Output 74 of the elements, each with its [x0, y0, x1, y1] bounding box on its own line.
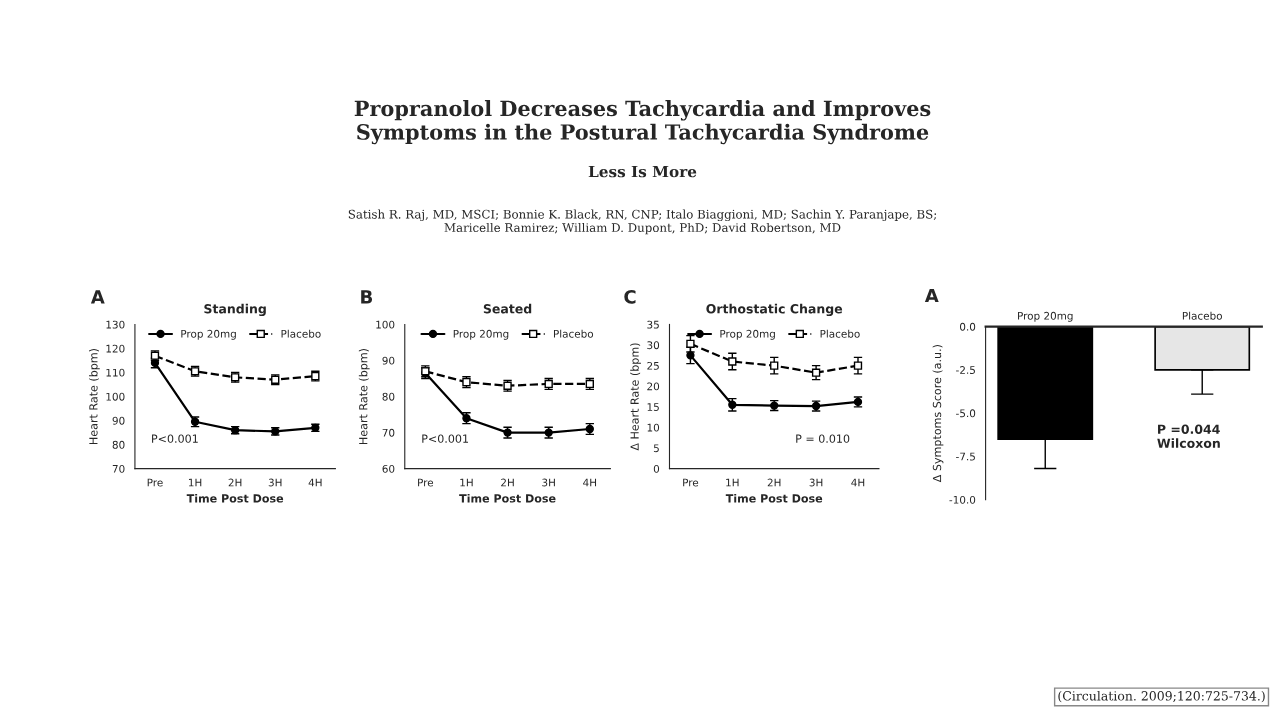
point: [770, 361, 779, 370]
legend-label: Prop 20mg: [181, 329, 236, 340]
y-tick-label: 90: [382, 356, 395, 365]
y-tick-label: 0: [653, 464, 660, 473]
y-tick-label: 80: [382, 392, 395, 401]
text: Satish R. Raj, MD, MSCI; Bonnie K. Black, RN, CNP; Italo Biaggioni, MD; Sachin Y. Paranjape, BS; Maricelle Ramirez; William D. Dupont, PhD; David Robertson, MD: [348, 209, 937, 235]
chart-title: Standing: [204, 303, 266, 317]
x-axis-title: Time Post Dose: [725, 494, 823, 503]
chart-title: Orthostatic Change: [706, 303, 843, 317]
y-tick-label: 130: [106, 320, 125, 329]
point: [811, 368, 821, 377]
text: Propranolol Decreases Tachycardia and Improves Symptoms in the Postural Tachycardia Syndrome: [354, 100, 931, 145]
legend-label: Placebo: [820, 329, 860, 338]
text: Less Is More: [588, 165, 697, 178]
y-tick-label: 10: [647, 423, 660, 432]
x-tick-label: 2H: [501, 478, 514, 487]
text: (Circulation. 2009;120:725-734.): [1058, 690, 1265, 703]
text: A: [924, 288, 939, 303]
y-tick-label: -2.5: [956, 366, 975, 374]
y-axis-title: Heart Rate (bpm): [358, 348, 370, 444]
legend-label: Placebo: [281, 329, 321, 338]
text: B: [361, 290, 373, 304]
y-tick-label: 0.0: [959, 322, 976, 331]
y-tick-label: -10.0: [949, 495, 976, 504]
text: A: [90, 290, 105, 304]
x-tick-label: 4H: [583, 478, 597, 487]
y-tick-label: 35: [647, 320, 659, 329]
y-tick-label: 20: [647, 382, 660, 391]
y-tick-label: 100: [376, 320, 395, 329]
point: [853, 361, 863, 370]
annotation: P<0.001: [422, 434, 469, 443]
legend-label: Placebo: [553, 329, 594, 338]
y-tick-label: 100: [106, 392, 125, 401]
x-tick-label: 1H: [726, 478, 739, 487]
chart-title: Seated: [483, 303, 532, 314]
y-tick-label: 120: [106, 344, 125, 353]
y-tick-label: 30: [647, 341, 660, 350]
y-tick-label: 70: [382, 428, 395, 437]
x-tick-label: 4H: [308, 478, 322, 487]
x-axis-title: Time Post Dose: [186, 494, 284, 503]
x-tick-label: 2H: [767, 478, 781, 487]
x-tick-label: Pre: [418, 478, 434, 487]
y-axis-title: Heart Rate (bpm): [89, 348, 100, 444]
text: C: [624, 289, 636, 304]
x-tick-label: 3H: [268, 478, 282, 487]
y-tick-label: 70: [112, 464, 125, 473]
x-tick-label: 1H: [188, 478, 202, 487]
y-tick-label: 60: [382, 464, 395, 473]
y-tick-label: -5.0: [956, 409, 976, 418]
y-axis-title: Δ Symptoms Score (a.u.): [932, 345, 944, 483]
point: [728, 357, 737, 366]
y-tick-label: 110: [106, 368, 125, 377]
y-tick-label: -7.5: [956, 452, 975, 461]
annotation: P = 0.010: [796, 434, 850, 443]
x-tick-label: 2H: [228, 478, 242, 487]
x-tick-label: 3H: [542, 478, 555, 487]
y-tick-label: 90: [112, 416, 125, 425]
legend-label: Prop 20mg: [453, 329, 509, 340]
y-tick-label: 80: [112, 440, 125, 449]
legend-label: Prop 20mg: [720, 329, 775, 340]
point: [686, 351, 695, 360]
x-tick-label: 3H: [809, 478, 823, 487]
x-tick-label: 1H: [460, 478, 473, 487]
y-tick-label: 5: [653, 444, 659, 453]
x-axis-title: Time Post Dose: [459, 494, 556, 503]
x-tick-label: Pre: [147, 478, 163, 487]
point: [686, 339, 695, 348]
x-tick-label: Pre: [683, 478, 699, 487]
y-tick-label: 15: [647, 403, 659, 411]
y-axis-title: Δ Heart Rate (bpm): [630, 343, 641, 451]
annotation: P<0.001: [152, 434, 198, 443]
y-tick-label: 25: [647, 361, 659, 370]
x-tick-label: 4H: [851, 478, 865, 487]
annotation: P =0.044 Wilcoxon: [1157, 424, 1220, 448]
